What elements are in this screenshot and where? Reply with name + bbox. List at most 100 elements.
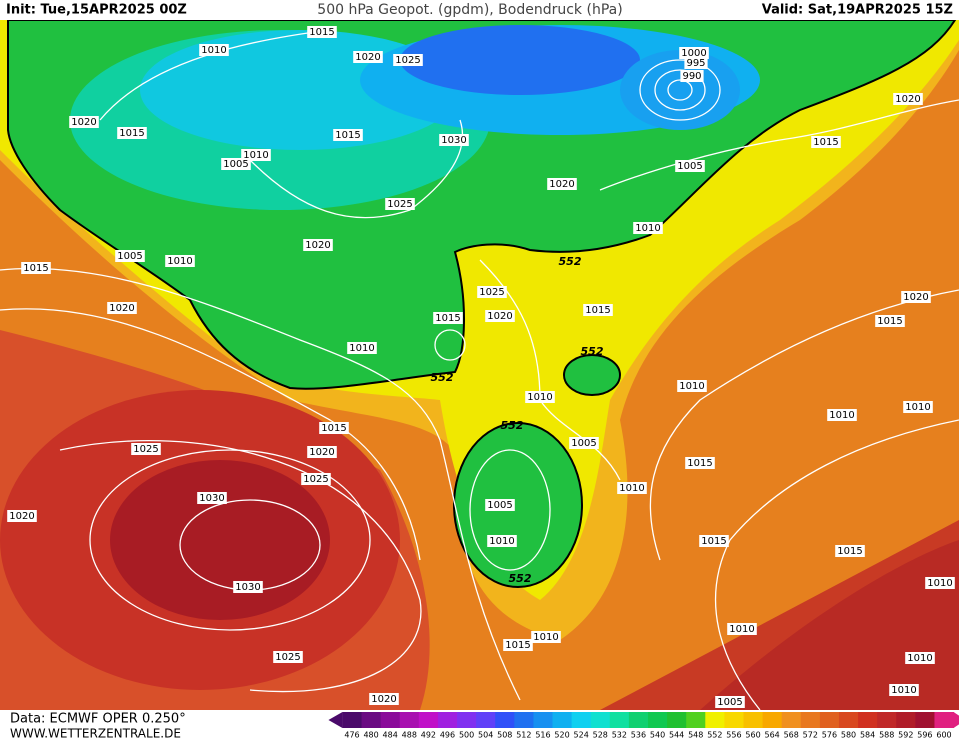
colorbar-swatch — [877, 712, 897, 728]
isobar-label: 1020 — [309, 447, 334, 458]
isobar-label: 1025 — [395, 55, 420, 66]
isobar-label-box — [233, 581, 263, 593]
isobar-label: 1015 — [837, 546, 862, 557]
colorbar-swatch — [858, 712, 878, 728]
colorbar-tick-label: 520 — [554, 731, 569, 740]
isobar-label: 1015 — [687, 458, 712, 469]
isobar-label: 1015 — [23, 263, 48, 274]
isobar-label: 1020 — [895, 94, 920, 105]
isobar-label-box — [925, 577, 955, 589]
isobar-label-box — [525, 391, 555, 403]
isobar-label: 1000 — [681, 48, 706, 59]
colorbar-swatch — [800, 712, 821, 728]
isobar-label-box — [303, 239, 333, 251]
geopotential-label: 552 — [559, 255, 582, 268]
isobar-label-box — [901, 291, 931, 303]
isobar-label-box — [903, 401, 933, 413]
colorbar-tick-label: 480 — [363, 731, 378, 740]
field-high-core — [110, 460, 330, 620]
isobar-label: 1010 — [729, 624, 754, 635]
isobar-label: 1025 — [479, 287, 504, 298]
isobar-label: 1015 — [119, 128, 144, 139]
colorbar-swatch — [896, 712, 916, 728]
isobar-label-box — [369, 693, 399, 705]
isobar-label: 1005 — [717, 697, 742, 708]
isobar-label-box — [699, 535, 729, 547]
geopotential-label: 552 — [431, 371, 454, 384]
colorbar-tick-label: 592 — [898, 731, 913, 740]
isobar-label-box — [547, 178, 577, 190]
isobar-label-box — [715, 696, 745, 708]
colorbar-tick-label: 552 — [707, 731, 722, 740]
colorbar-tick-label: 508 — [497, 731, 512, 740]
colorbar-swatch — [724, 712, 744, 728]
isobar-label-box — [811, 136, 841, 148]
isobar — [654, 69, 706, 111]
isobar-label: 1010 — [201, 45, 226, 56]
isobar-label: 1010 — [679, 381, 704, 392]
isobar-label: 1030 — [441, 135, 466, 146]
colorbar-tick-label: 492 — [421, 731, 436, 740]
isobar-label: 1015 — [335, 130, 360, 141]
isobar-label-box — [677, 380, 707, 392]
isobar-label: 1005 — [117, 251, 142, 262]
isobar-label: 1020 — [9, 511, 34, 522]
isobar-label: 1015 — [585, 305, 610, 316]
colorbar-tick-label: 568 — [784, 731, 799, 740]
isobar-label: 1010 — [527, 392, 552, 403]
isobar — [469, 449, 551, 571]
isobar-label: 1020 — [371, 694, 396, 705]
isobar-label-box — [199, 44, 229, 56]
colorbar-swatch — [915, 712, 935, 728]
colorbar-swatch — [380, 712, 401, 728]
colorbar-swatch — [838, 712, 859, 728]
isobar — [434, 329, 466, 361]
isobar-label-box — [347, 342, 377, 354]
isobar-label-box — [485, 499, 515, 511]
colorbar-tick-label: 528 — [593, 731, 608, 740]
colorbar-tick-label: 496 — [440, 731, 455, 740]
isobar — [639, 59, 721, 121]
colorbar-swatch — [781, 712, 802, 728]
colorbar-tick-label: 536 — [631, 731, 646, 740]
isobar-label-box — [273, 651, 303, 663]
isobar-label-box — [319, 422, 349, 434]
colorbar-swatch — [361, 712, 382, 728]
isobar — [0, 308, 421, 561]
isobar-label-box — [684, 57, 708, 69]
isobar — [667, 79, 693, 101]
colorbar: 476 480 484 488 492 496 500 504 508 512 516 520 524 5… — [328, 712, 959, 740]
colorbar-tick-label: 576 — [822, 731, 837, 740]
isobar-label-box — [221, 158, 251, 170]
colorbar-swatch — [457, 712, 477, 728]
isobar-label-box — [680, 70, 704, 82]
isobar — [249, 119, 464, 219]
isobar-label-box — [827, 409, 857, 421]
data-source: Data: ECMWF OPER 0.250° — [10, 712, 186, 727]
isobar-label-box — [679, 47, 709, 59]
isobar-label: 1010 — [907, 653, 932, 664]
colorbar-swatch — [533, 712, 554, 728]
isobar-label: 990 — [682, 71, 701, 82]
isobar-label-box — [583, 304, 613, 316]
colorbar-tick-label: 572 — [803, 731, 818, 740]
colorbar-swatch — [571, 712, 592, 728]
isobar-label: 1005 — [571, 438, 596, 449]
isobar-label: 1020 — [903, 292, 928, 303]
isobar-label-box — [485, 310, 515, 322]
isobar-label-box — [115, 250, 145, 262]
colorbar-swatch — [418, 712, 439, 728]
colorbar-swatch — [476, 712, 496, 728]
isobar-label: 1010 — [489, 536, 514, 547]
isobar-label: 995 — [686, 58, 705, 69]
isobar-label: 1015 — [435, 313, 460, 324]
isobar-label-box — [333, 129, 363, 141]
colorbar-swatch — [762, 712, 783, 728]
isobar — [649, 289, 959, 561]
colorbar-tick-label: 560 — [745, 731, 760, 740]
isobar-label-box — [835, 545, 865, 557]
isobar-label-box — [439, 134, 469, 146]
colorbar-swatch — [705, 712, 725, 728]
isobar-label: 1010 — [829, 410, 854, 421]
field-blue — [400, 25, 640, 95]
